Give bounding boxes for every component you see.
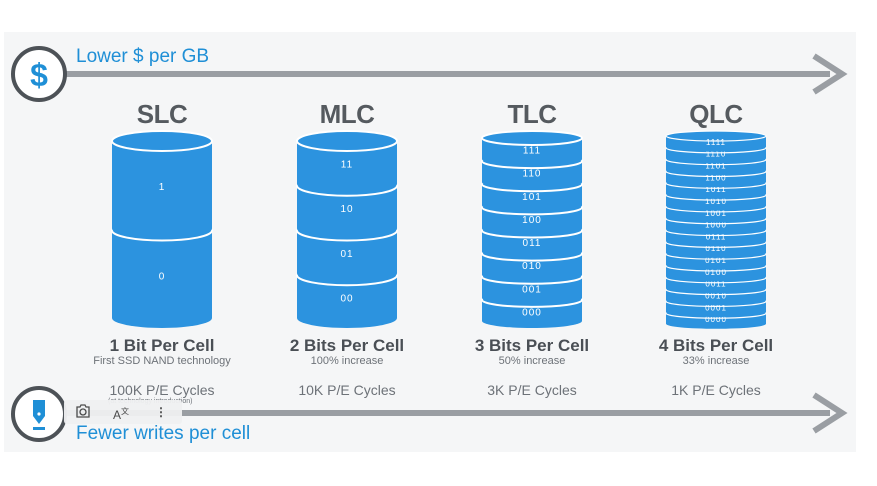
cell-level-label: 1 [159, 182, 166, 193]
cell-level-label: 0 [159, 271, 166, 282]
cycles-tlc: 3K P/E Cycles [487, 382, 577, 398]
bits-label-mlc: 2 Bits Per Cell [289, 336, 405, 355]
stack-tlc: 000 001 010 011 100 101 110 111 [481, 130, 583, 328]
cell-level-label: 110 [523, 169, 542, 180]
cycles-slc: 100K P/E Cycles [109, 382, 215, 398]
cell-level-label: 0000 [705, 315, 727, 324]
bits-label-qlc: 4 Bits Per Cell [658, 336, 774, 355]
cell-level-label: 0010 [705, 291, 727, 300]
stack-mlc: 00 01 10 11 [296, 130, 398, 328]
col-title-tlc: TLC [507, 99, 557, 129]
note-tlc: 50% increase [498, 355, 566, 367]
cell-level-label: 0001 [705, 303, 727, 312]
cell-level-label: 11 [341, 159, 353, 170]
cell-level-label: 10 [340, 204, 353, 215]
cell-level-label: 001 [522, 284, 542, 295]
stack-slc: 01 [111, 130, 213, 328]
cell-layer-top [111, 130, 213, 152]
cell-level-label: 01 [340, 249, 353, 260]
cell-level-label: 1111 [706, 138, 726, 147]
cell-level-label: 000 [522, 307, 542, 318]
cycles-qlc: 1K P/E Cycles [671, 382, 761, 398]
cell-level-label: 00 [340, 294, 353, 305]
cell-level-label: 1101 [705, 162, 726, 171]
cell-layer [112, 141, 212, 239]
cell-layer-top [481, 130, 583, 146]
cell-level-label: 0011 [705, 280, 726, 289]
cell-level-label: 1001 [705, 209, 727, 218]
dollar-symbol: $ [30, 57, 48, 93]
more-vertical-icon[interactable]: ⋮ [155, 405, 167, 419]
top-arrow [60, 53, 848, 95]
cell-level-label: 010 [522, 261, 542, 272]
cell-level-label: 1100 [705, 173, 726, 182]
cell-layer [112, 230, 212, 328]
cell-layer-top [665, 130, 767, 142]
cell-level-label: 1010 [705, 197, 727, 206]
translate-icon-text: A [112, 408, 121, 422]
col-title-slc: SLC [136, 99, 188, 129]
cell-layer-top [296, 130, 398, 152]
col-title-mlc: MLC [319, 99, 375, 129]
cell-layer [297, 185, 397, 239]
cell-layer [297, 230, 397, 284]
image-overlay-toolbar: A文 ⋮ [64, 400, 182, 424]
cell-layer [297, 275, 397, 328]
note-slc: First SSD NAND technology [93, 355, 231, 367]
cell-level-label: 111 [523, 146, 541, 157]
stack-qlc: 0000 0001 0010 0011 0100 0101 0110 0111 1000 1001… [665, 130, 767, 329]
cell-level-label: 1011 [705, 185, 726, 194]
cell-level-label: 011 [523, 238, 542, 249]
bottom-arrow [60, 392, 848, 434]
dollar-icon: $ [11, 46, 67, 102]
image-search-icon[interactable] [72, 403, 94, 421]
cell-level-label: 1110 [706, 150, 727, 159]
bottom-arrow-label: Fewer writes per cell [76, 423, 251, 444]
cell-level-label: 100 [522, 215, 542, 226]
cycles-mlc: 10K P/E Cycles [298, 382, 396, 398]
cell-layer [297, 141, 397, 194]
cell-level-label: 101 [522, 192, 542, 203]
top-arrow-label: Lower $ per GB [76, 46, 210, 67]
col-title-qlc: QLC [689, 99, 743, 129]
cell-level-label: 0110 [705, 244, 726, 253]
cell-level-label: 0100 [705, 268, 727, 277]
cell-level-label: 1000 [705, 221, 727, 230]
cell-level-label: 0101 [705, 256, 727, 265]
bits-label-slc: 1 Bit Per Cell [109, 336, 215, 355]
translate-icon[interactable]: A文 [112, 407, 129, 422]
note-mlc: 100% increase [310, 355, 384, 367]
cell-level-label: 0111 [706, 232, 727, 241]
note-qlc: 33% increase [682, 355, 750, 367]
bits-label-tlc: 3 Bits Per Cell [474, 336, 590, 355]
